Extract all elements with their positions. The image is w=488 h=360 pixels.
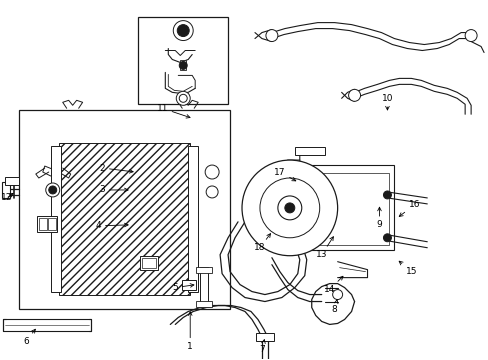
- Circle shape: [277, 196, 301, 220]
- Text: 15: 15: [398, 261, 416, 276]
- Bar: [59, 143, 190, 294]
- Circle shape: [206, 186, 218, 198]
- Text: 8: 8: [331, 300, 337, 314]
- Circle shape: [383, 191, 390, 199]
- Bar: [51, 146, 61, 292]
- Text: 5: 5: [172, 283, 194, 292]
- Bar: [138, 17, 227, 104]
- Circle shape: [265, 30, 277, 41]
- Text: 14: 14: [324, 276, 342, 294]
- Text: 1: 1: [187, 312, 193, 351]
- Bar: [255, 333, 273, 341]
- Bar: [196, 267, 212, 273]
- Bar: [48, 218, 56, 230]
- Text: 10: 10: [381, 94, 392, 110]
- Text: 3: 3: [100, 185, 128, 194]
- Bar: [37, 216, 57, 232]
- Text: 12: 12: [1, 193, 13, 202]
- Bar: [188, 146, 198, 292]
- Text: 9: 9: [376, 207, 382, 229]
- Text: 17: 17: [274, 167, 295, 181]
- Circle shape: [179, 94, 187, 102]
- Bar: [196, 301, 212, 306]
- Bar: [304, 165, 394, 250]
- Bar: [294, 147, 324, 155]
- Circle shape: [260, 178, 319, 238]
- Text: 13: 13: [315, 237, 333, 259]
- Circle shape: [332, 289, 342, 300]
- Bar: [5, 177, 19, 185]
- Bar: [182, 280, 196, 289]
- Bar: [200, 267, 208, 305]
- Bar: [3, 319, 90, 332]
- Circle shape: [348, 89, 360, 101]
- Text: 18: 18: [254, 234, 270, 252]
- Circle shape: [242, 160, 337, 256]
- Circle shape: [46, 183, 60, 197]
- Circle shape: [464, 30, 476, 41]
- Circle shape: [177, 24, 189, 37]
- Circle shape: [285, 203, 294, 213]
- Text: 7: 7: [259, 339, 264, 354]
- Text: 2: 2: [100, 163, 133, 173]
- Text: 6: 6: [23, 329, 35, 346]
- Bar: [2, 182, 10, 198]
- Bar: [19, 110, 229, 310]
- Circle shape: [173, 21, 193, 41]
- Text: 4: 4: [96, 221, 128, 230]
- Circle shape: [383, 234, 390, 242]
- Bar: [309, 173, 388, 245]
- Text: 11: 11: [156, 104, 190, 118]
- Text: 16: 16: [398, 201, 419, 216]
- Bar: [39, 218, 47, 230]
- Circle shape: [205, 165, 219, 179]
- Circle shape: [49, 186, 57, 194]
- Bar: [140, 256, 158, 270]
- Bar: [180, 60, 186, 71]
- Bar: [142, 258, 156, 268]
- Circle shape: [176, 91, 190, 105]
- Circle shape: [179, 62, 187, 69]
